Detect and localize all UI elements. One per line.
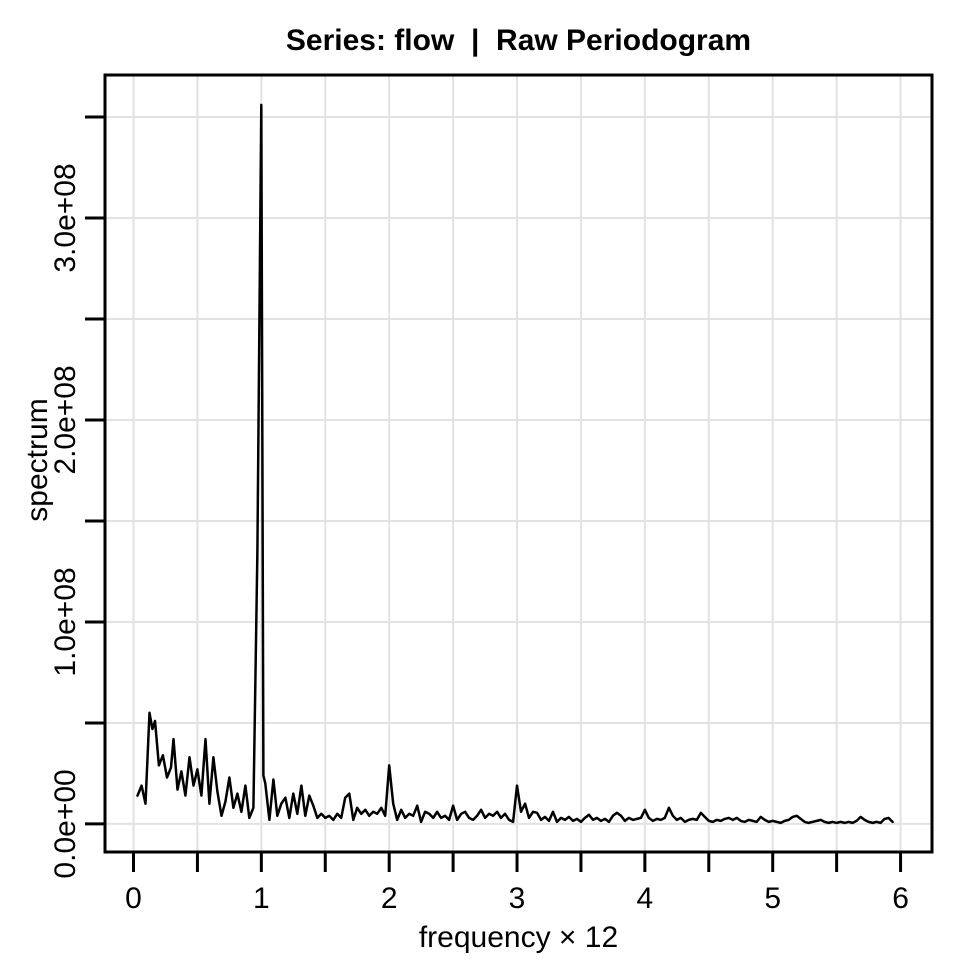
chart-title: Series: flow | Raw Periodogram xyxy=(285,24,752,57)
x-tick-label: 5 xyxy=(764,882,781,915)
y-tick-label: 2.0e+08 xyxy=(49,365,82,474)
series-line xyxy=(136,103,894,825)
y-axis-label: spectrum xyxy=(21,398,54,522)
y-tick-label: 3.0e+08 xyxy=(49,163,82,272)
y-tick-label: 0.0e+00 xyxy=(49,769,82,878)
x-tick-label: 3 xyxy=(509,882,526,915)
plot-border xyxy=(103,73,934,854)
x-tick-label: 0 xyxy=(125,882,142,915)
x-tick-label: 4 xyxy=(637,882,654,915)
x-axis-label: frequency × 12 xyxy=(418,921,619,954)
x-tick-label: 2 xyxy=(381,882,398,915)
x-tick-label: 6 xyxy=(892,882,909,915)
x-tick-label: 1 xyxy=(253,882,270,915)
y-tick-label: 1.0e+08 xyxy=(49,567,82,676)
